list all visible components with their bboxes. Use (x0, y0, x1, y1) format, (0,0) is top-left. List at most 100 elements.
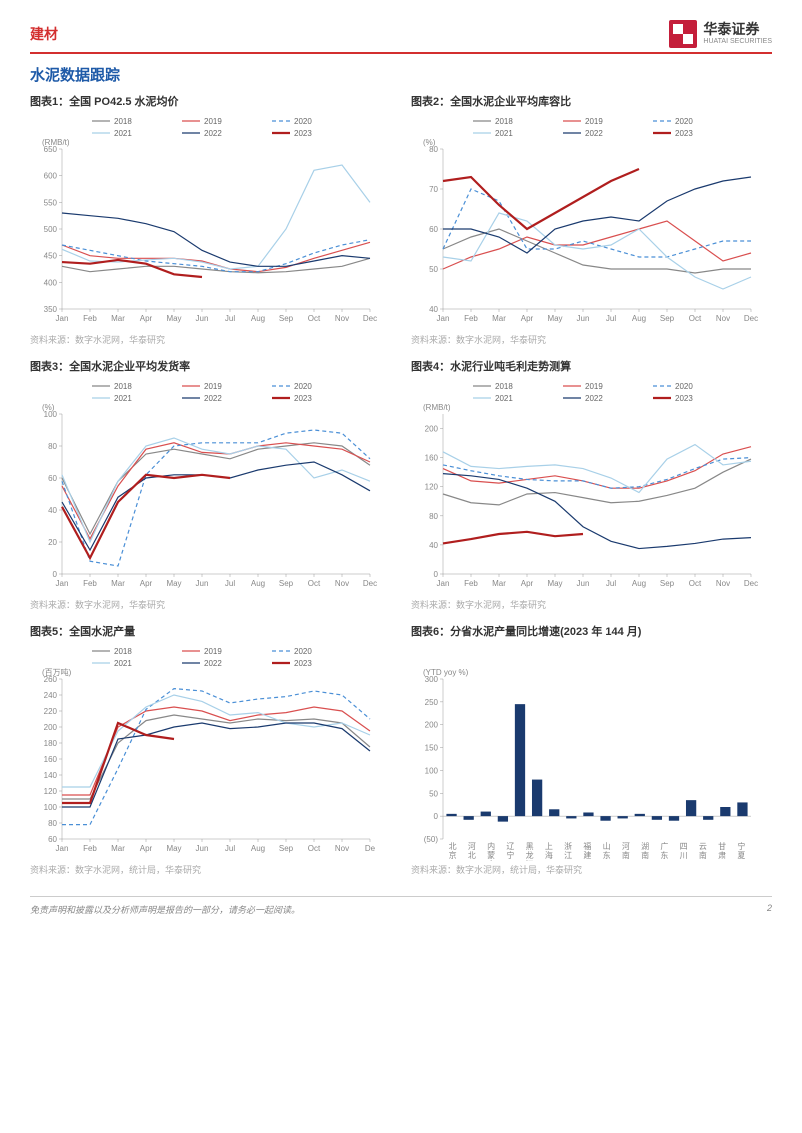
svg-text:200: 200 (425, 425, 439, 434)
svg-text:De: De (365, 844, 376, 853)
chart-body: 2018201920202021202220234050607080(%)Jan… (411, 111, 761, 331)
svg-text:2021: 2021 (114, 394, 132, 403)
svg-text:550: 550 (44, 198, 58, 207)
svg-text:250: 250 (425, 698, 439, 707)
chart-grid: 图表1：全国 PO42.5 水泥均价 2018 2019 2020 2021 2022 20… (30, 93, 772, 876)
svg-text:2020: 2020 (675, 117, 693, 126)
svg-text:2023: 2023 (675, 129, 693, 138)
svg-text:Jul: Jul (606, 579, 616, 588)
svg-text:Dec: Dec (744, 579, 758, 588)
svg-text:(百万吨): (百万吨) (42, 667, 72, 677)
svg-text:东: 东 (603, 850, 611, 860)
svg-text:山: 山 (603, 841, 611, 851)
chart-source: 资料来源：数字水泥网，统计局，华泰研究 (30, 863, 391, 876)
svg-text:80: 80 (48, 819, 57, 828)
svg-text:蒙: 蒙 (487, 850, 495, 860)
svg-text:2021: 2021 (495, 129, 513, 138)
svg-text:建: 建 (583, 850, 591, 860)
svg-text:Dec: Dec (744, 314, 758, 323)
svg-text:Sep: Sep (660, 579, 675, 588)
svg-text:Nov: Nov (335, 844, 349, 853)
svg-text:Dec: Dec (363, 314, 377, 323)
svg-text:内: 内 (487, 841, 495, 851)
svg-text:2021: 2021 (495, 394, 513, 403)
svg-text:70: 70 (429, 185, 438, 194)
chart-title: 图表6：分省水泥产量同比增速(2023 年 144 月) (411, 623, 772, 639)
svg-text:Mar: Mar (492, 314, 506, 323)
brand-en: HUATAI SECURITIES (703, 38, 772, 46)
svg-text:广: 广 (660, 841, 668, 851)
svg-text:2023: 2023 (294, 394, 312, 403)
svg-text:Nov: Nov (335, 579, 349, 588)
svg-text:160: 160 (44, 755, 58, 764)
chart-title: 图表1：全国 PO42.5 水泥均价 (30, 93, 391, 109)
svg-text:Jun: Jun (577, 314, 590, 323)
chart-source: 资料来源：数字水泥网，华泰研究 (411, 333, 772, 346)
svg-text:2018: 2018 (114, 647, 132, 656)
svg-text:Apr: Apr (140, 579, 153, 588)
svg-text:220: 220 (44, 707, 58, 716)
svg-text:Sep: Sep (660, 314, 675, 323)
svg-text:Sep: Sep (279, 579, 294, 588)
chart-source: 资料来源：数字水泥网，统计局，华泰研究 (411, 863, 772, 876)
chart-svg: 20182019202020212022202304080120160200(R… (411, 376, 761, 596)
svg-text:May: May (166, 579, 181, 588)
section-title: 水泥数据跟踪 (30, 64, 772, 85)
svg-text:辽: 辽 (506, 842, 514, 851)
chart-title: 图表4：水泥行业吨毛利走势测算 (411, 358, 772, 374)
svg-text:200: 200 (44, 723, 58, 732)
svg-text:120: 120 (44, 787, 58, 796)
svg-text:宁: 宁 (506, 850, 514, 860)
svg-text:2022: 2022 (204, 129, 222, 138)
svg-text:450: 450 (44, 252, 58, 261)
svg-text:40: 40 (48, 506, 57, 515)
svg-text:Feb: Feb (83, 844, 97, 853)
svg-text:150: 150 (425, 744, 439, 753)
svg-text:500: 500 (44, 225, 58, 234)
chart-cell: 图表1：全国 PO42.5 水泥均价2018201920202021202220… (30, 93, 391, 346)
svg-text:Oct: Oct (308, 579, 321, 588)
svg-text:Jan: Jan (56, 314, 69, 323)
svg-text:60: 60 (48, 474, 57, 483)
svg-text:Mar: Mar (111, 844, 125, 853)
header: 建材 华泰证券 HUATAI SECURITIES (30, 20, 772, 54)
svg-text:夏: 夏 (737, 851, 745, 860)
svg-text:60: 60 (429, 225, 438, 234)
brand-cn: 华泰证券 (703, 22, 772, 37)
svg-text:May: May (166, 844, 181, 853)
svg-text:2019: 2019 (585, 117, 603, 126)
svg-text:May: May (547, 314, 562, 323)
svg-text:Jan: Jan (56, 579, 69, 588)
svg-text:四: 四 (680, 842, 688, 851)
chart-source: 资料来源：数字水泥网，华泰研究 (411, 598, 772, 611)
svg-text:80: 80 (429, 512, 438, 521)
page-number: 2 (767, 903, 772, 916)
chart-svg: 201820192020202120222023020406080100(%)J… (30, 376, 380, 596)
svg-text:60: 60 (48, 835, 57, 844)
svg-text:黑: 黑 (526, 842, 534, 851)
svg-text:河: 河 (622, 841, 630, 851)
chart-cell: 图表2：全国水泥企业平均库容比2018201920202021202220234… (411, 93, 772, 346)
svg-text:Feb: Feb (464, 314, 478, 323)
svg-text:80: 80 (48, 442, 57, 451)
svg-text:350: 350 (44, 305, 58, 314)
chart-source: 资料来源：数字水泥网，华泰研究 (30, 333, 391, 346)
svg-text:南: 南 (641, 850, 649, 860)
svg-text:Oct: Oct (689, 314, 702, 323)
svg-text:2019: 2019 (204, 382, 222, 391)
svg-text:(50): (50) (424, 835, 439, 844)
svg-text:龙: 龙 (526, 850, 534, 860)
svg-text:2020: 2020 (294, 382, 312, 391)
svg-text:古: 古 (487, 859, 495, 861)
svg-text:Dec: Dec (363, 579, 377, 588)
logo-icon (669, 20, 697, 48)
svg-text:2019: 2019 (204, 117, 222, 126)
svg-text:40: 40 (429, 541, 438, 550)
svg-text:Mar: Mar (111, 314, 125, 323)
svg-text:Nov: Nov (716, 579, 730, 588)
svg-text:湖: 湖 (641, 842, 649, 851)
svg-text:40: 40 (429, 305, 438, 314)
svg-text:May: May (166, 314, 181, 323)
category-label: 建材 (30, 24, 58, 44)
svg-text:2021: 2021 (114, 659, 132, 668)
